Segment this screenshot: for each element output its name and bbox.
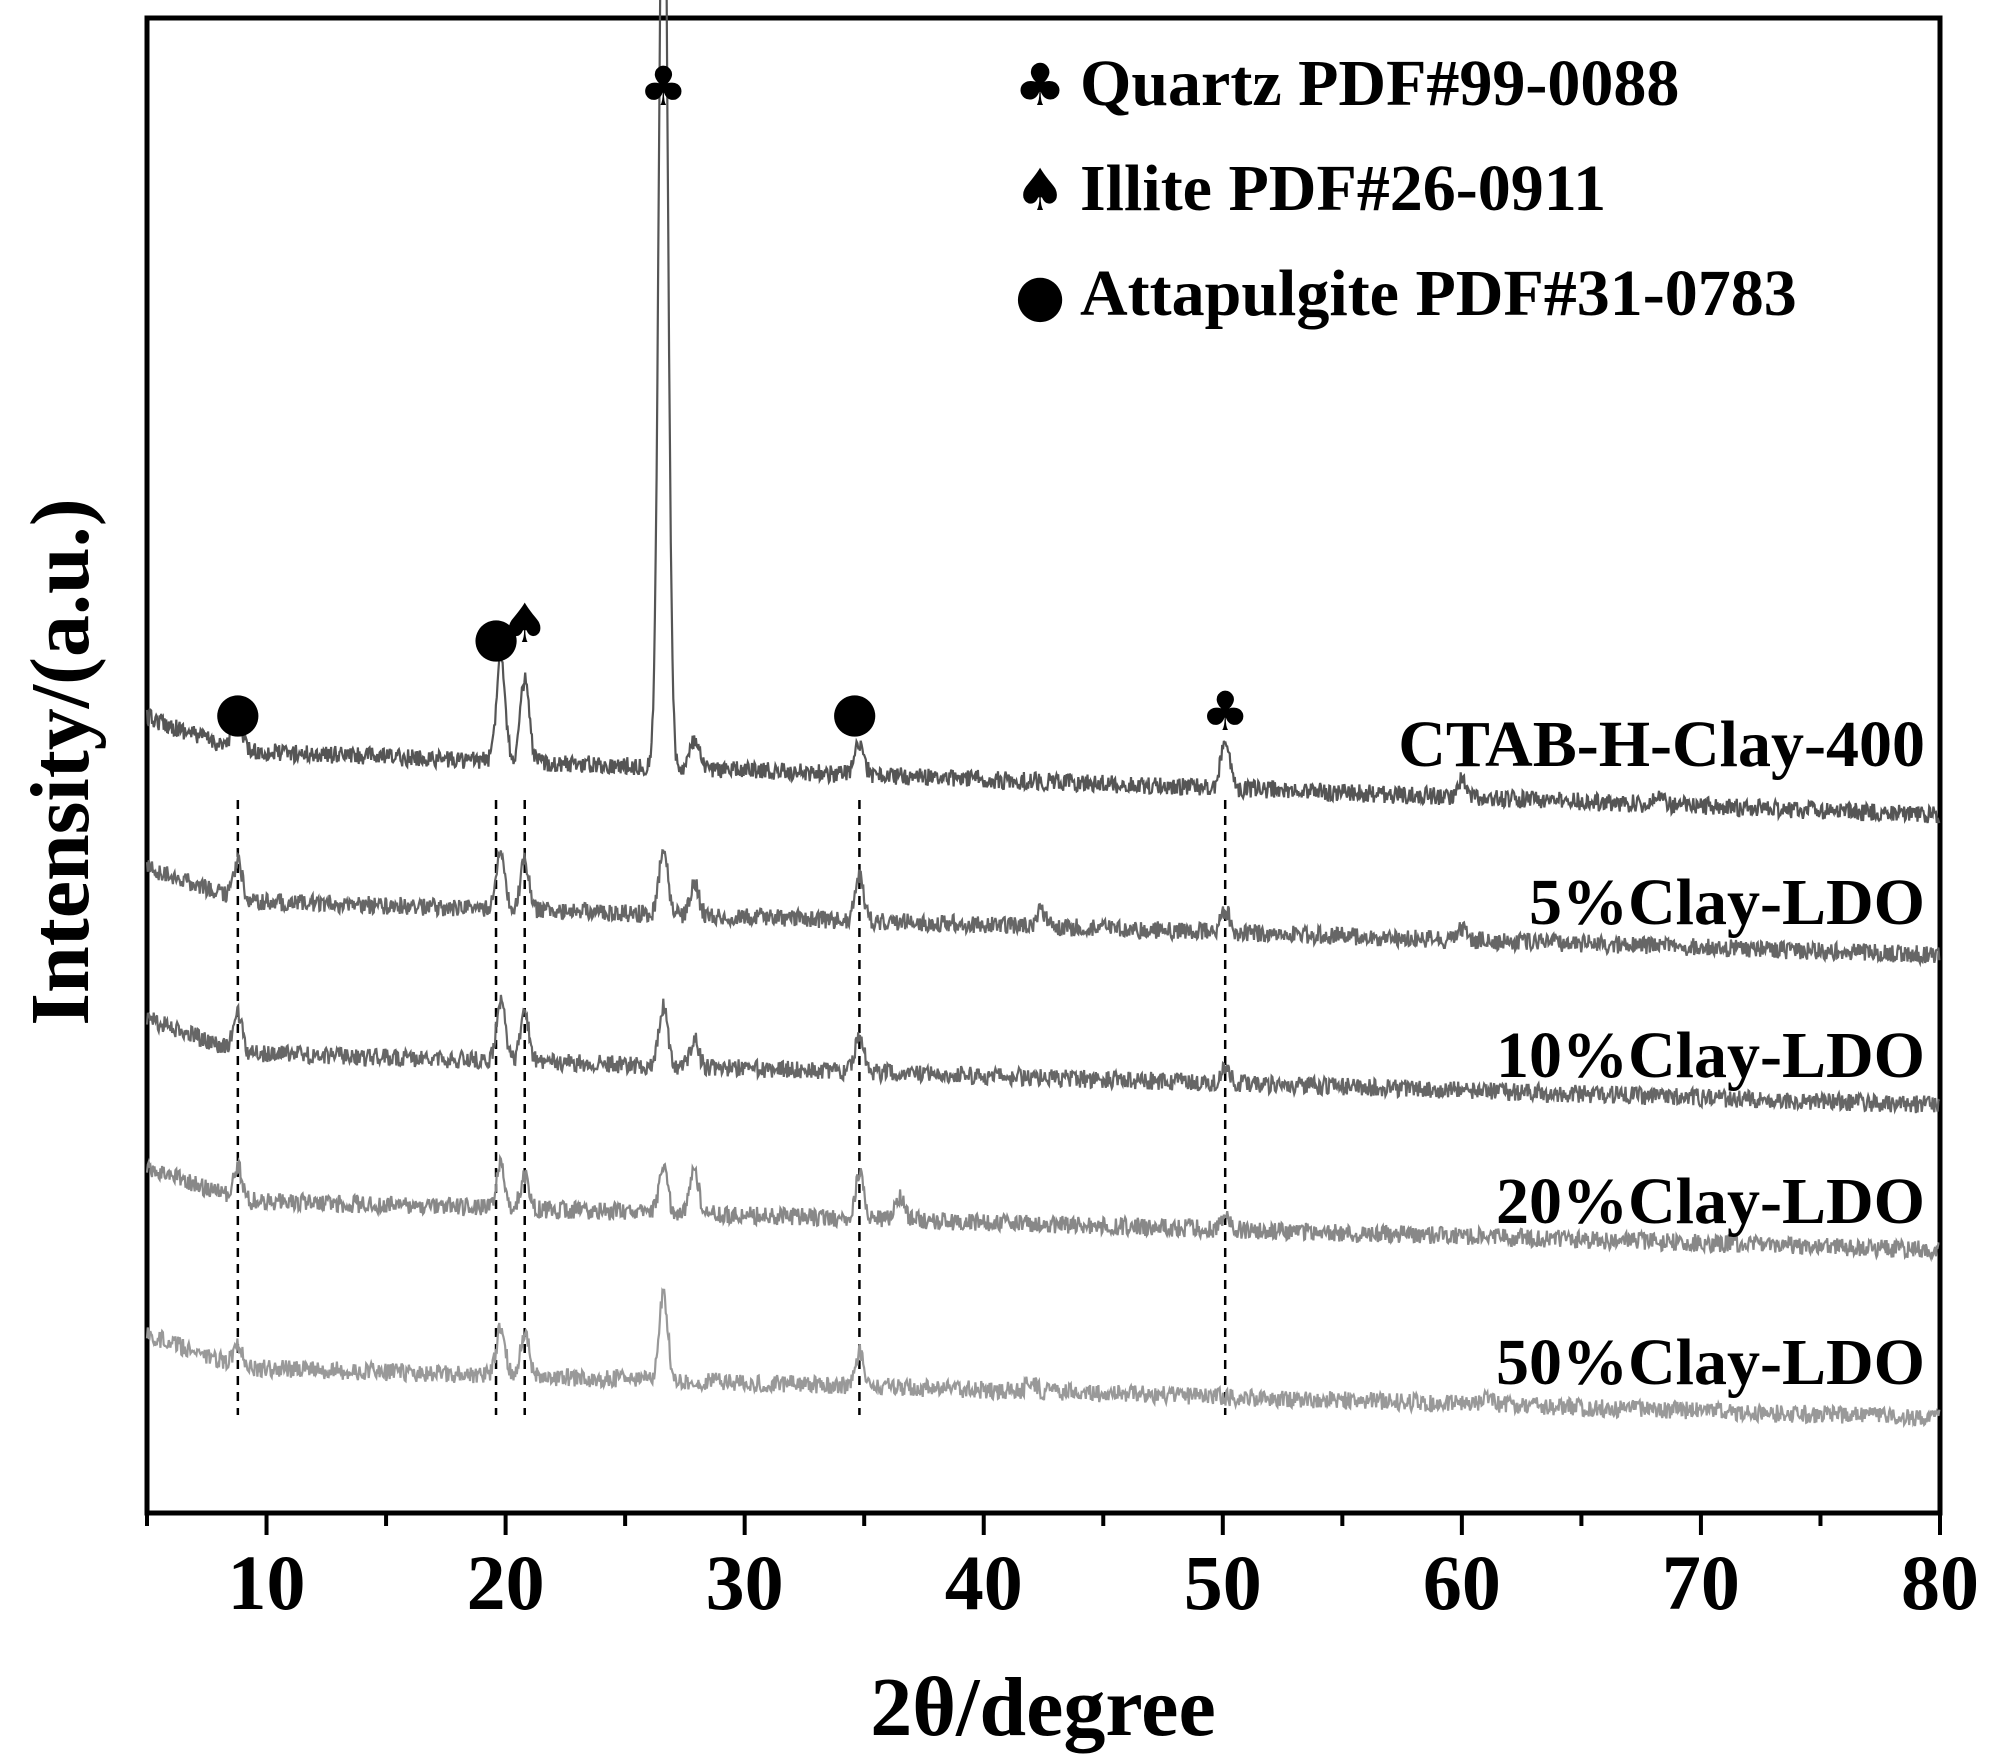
x-tick-label: 80 — [1901, 1539, 1979, 1626]
x-tick-label: 70 — [1662, 1539, 1740, 1626]
x-tick-label: 30 — [706, 1539, 784, 1626]
series-label: CTAB-H-Clay-400 — [1398, 708, 1925, 781]
plot-frame — [144, 15, 1943, 1516]
series-labels: CTAB-H-Clay-400 5%Clay-LDO 10%Clay-LDO 20%C… — [1398, 708, 1925, 1399]
x-axis-title: 2θ/degree — [870, 1661, 1216, 1754]
legend-symbol: ♣ — [1014, 51, 1066, 119]
series-label: 5%Clay-LDO — [1529, 866, 1925, 939]
x-axis-ticks: 10 20 30 40 50 60 70 80 — [145, 1513, 1979, 1626]
peak-marker: ● — [831, 680, 878, 743]
trace-line — [145, 0, 1941, 825]
x-tick-label: 60 — [1423, 1539, 1501, 1626]
legend-label: Attapulgite PDF#31-0783 — [1080, 257, 1797, 330]
peak-guide-lines — [236, 800, 1227, 1415]
x-tick-label: 20 — [467, 1539, 545, 1626]
peak-marker: ♠ — [501, 592, 549, 655]
peak-markers: ●●♠♣● ♣ — [214, 55, 1249, 743]
legend-label: Quartz PDF#99-0088 — [1080, 47, 1679, 120]
series-label: 20%Clay-LDO — [1496, 1165, 1925, 1238]
x-tick-label: 40 — [945, 1539, 1023, 1626]
peak-marker: ♣ — [639, 55, 687, 118]
x-tick-label: 10 — [228, 1539, 306, 1626]
legend-label: Illite PDF#26-0911 — [1080, 152, 1606, 225]
series-label: 50%Clay-LDO — [1496, 1326, 1925, 1399]
legend: ♣ Quartz PDF#99-0088♠ Illite PDF#26-0911● A… — [1014, 47, 1797, 330]
legend-symbol: ● — [1015, 261, 1066, 329]
y-axis-title: Intensity/(a.u.) — [14, 498, 107, 1025]
trace-line — [145, 1153, 1940, 1263]
peak-marker: ● — [472, 605, 519, 668]
peak-marker: ♣ — [1201, 680, 1249, 743]
peak-marker: ● — [214, 680, 261, 743]
legend-symbol: ♠ — [1014, 156, 1066, 224]
trace-line — [145, 1287, 1941, 1429]
trace-line — [145, 849, 1941, 968]
diffraction-traces — [145, 0, 1941, 1429]
trace-line — [145, 994, 1941, 1115]
series-label: 10%Clay-LDO — [1496, 1019, 1925, 1092]
x-tick-label: 50 — [1184, 1539, 1262, 1626]
